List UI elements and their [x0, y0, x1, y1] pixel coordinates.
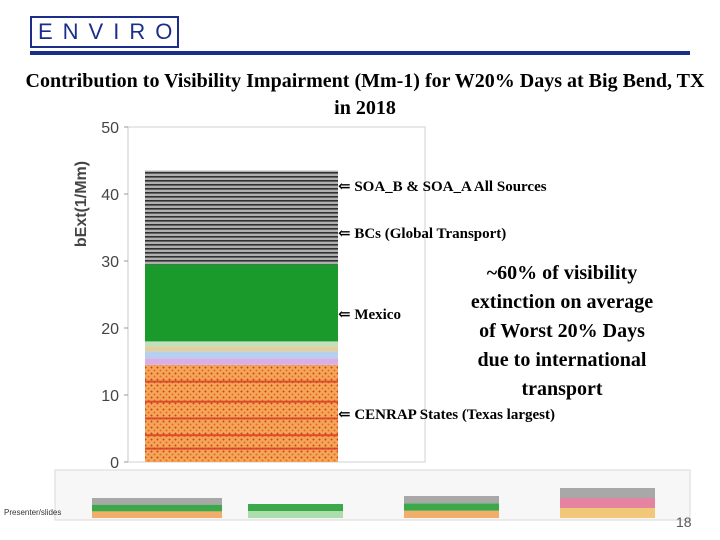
y-tick-label: 50 [101, 120, 119, 137]
chart-title: Contribution to Visibility Impairment (M… [25, 70, 705, 119]
thumbnail-bar [560, 508, 655, 518]
bar-segment-cenrap [145, 364, 338, 462]
footnote: Presenter/slides [4, 508, 62, 517]
thumbnail-bar [404, 503, 499, 511]
annotation-soa: ⇐ SOA_B & SOA_A All Sources [338, 179, 547, 196]
bar-segment-cenrap-stripe [145, 447, 338, 450]
y-tick-label: 40 [101, 187, 119, 204]
callout-line: due to international [477, 349, 647, 371]
y-tick-label: 20 [101, 321, 119, 338]
bar-segment-mexico [145, 341, 338, 347]
bar-segment-cenrap-stripe [145, 380, 338, 383]
bar-segment-bcs [145, 264, 338, 342]
bar-segment-mexico [145, 346, 338, 352]
environ-logo: ENVIRON [30, 16, 179, 48]
y-tick-label: 30 [101, 254, 119, 271]
bar-segment-soa [145, 170, 338, 265]
header-rule [30, 51, 690, 55]
callout-line: of Worst 20% Days [479, 320, 645, 342]
bar-segment-cenrap-stripe [145, 400, 338, 403]
thumbnail-bar [92, 504, 222, 512]
thumbnail-bar [92, 511, 222, 518]
international-transport-callout: ~60% of visibility extinction on average… [438, 259, 686, 404]
annotation-bcs: ⇐ BCs (Global Transport) [338, 226, 507, 243]
thumbnail-bar [248, 504, 343, 511]
annotation-mexico: ⇐ Mexico [338, 306, 401, 323]
annotation-cenrap: ⇐ CENRAP States (Texas largest) [338, 407, 555, 424]
thumbnail-bar [404, 510, 499, 518]
thumbnail-bar [560, 498, 655, 508]
thumbnail-bar [92, 498, 222, 505]
callout-line: transport [521, 378, 603, 400]
bar-segment-cenrap-stripe [145, 434, 338, 437]
y-tick-label: 10 [101, 388, 119, 405]
bar-segment-cenrap-stripe [145, 417, 338, 420]
thumbnail-bar [560, 488, 655, 498]
callout-line: extinction on average [470, 291, 654, 313]
thumbnail-bar [248, 511, 343, 518]
thumbnail-bar [404, 496, 499, 504]
callout-line: ~60% of visibility [486, 262, 638, 284]
bar-segment-mexico [145, 351, 338, 359]
thumbnail-strip [54, 469, 691, 521]
bar-segment-mexico [145, 358, 338, 365]
page-number: 18 [676, 514, 692, 530]
y-axis-label: bExt(1/Mm) [73, 161, 90, 247]
y-tick-label: 0 [110, 455, 119, 472]
